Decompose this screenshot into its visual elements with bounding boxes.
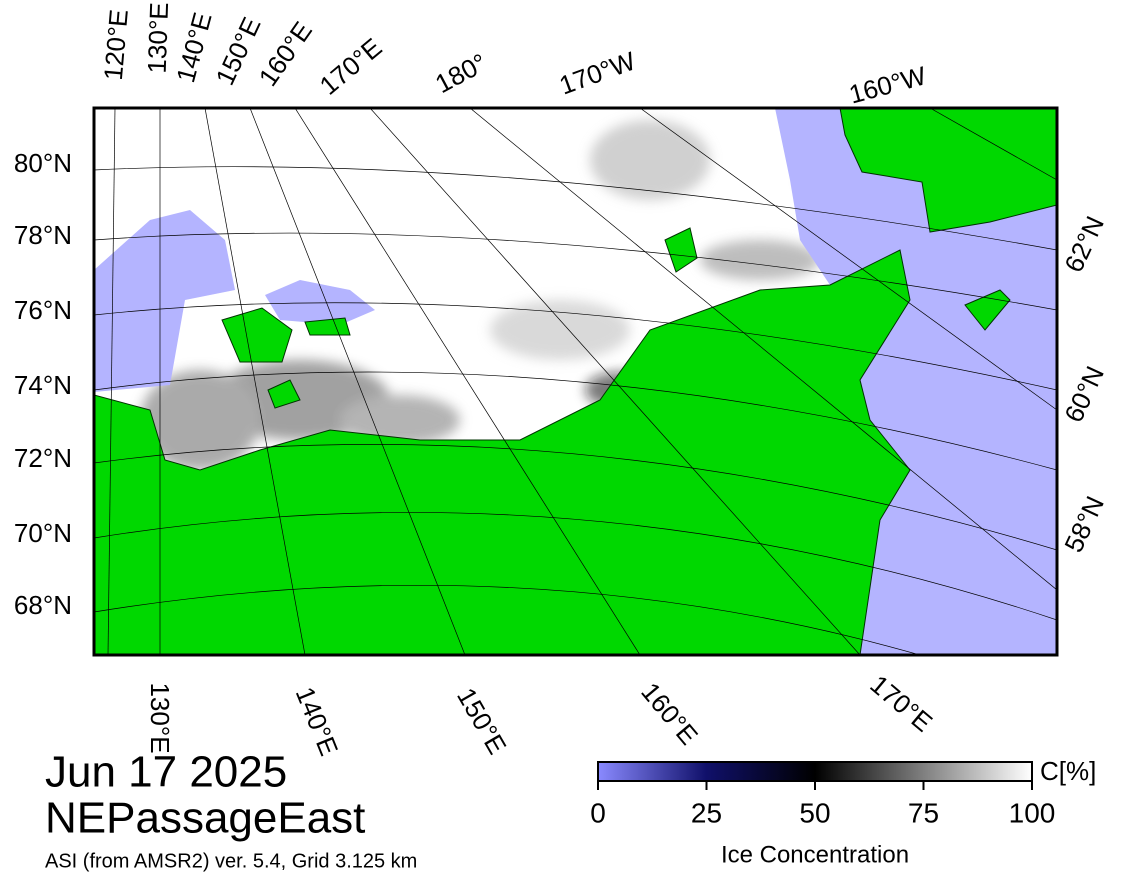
- left-label: 74°N: [14, 370, 72, 400]
- ocean-east: [775, 108, 1057, 655]
- top-label: 120°E: [98, 8, 134, 81]
- left-label: 80°N: [14, 148, 72, 178]
- colorbar-tick-label: 100: [1009, 797, 1056, 828]
- land-wrangel: [664, 227, 698, 273]
- top-label: 130°E: [142, 2, 174, 74]
- map: [94, 108, 1057, 655]
- left-label: 72°N: [14, 443, 72, 473]
- top-label: 170°E: [314, 32, 388, 101]
- top-label: 170°W: [555, 45, 639, 100]
- bottom-label: 130°E: [145, 682, 175, 753]
- left-label: 68°N: [14, 590, 72, 620]
- colorbar-label: Ice Concentration: [721, 841, 909, 868]
- source: ASI (from AMSR2) ver. 5.4, Grid 3.125 km: [45, 850, 417, 872]
- laptev-sea: [94, 210, 235, 392]
- bottom-label: 150°E: [451, 683, 513, 760]
- top-label: 160°W: [846, 60, 930, 109]
- colorbar-unit: C[%]: [1040, 756, 1096, 786]
- bottom-label: 140°E: [290, 683, 344, 760]
- land-island: [267, 379, 301, 409]
- land-island: [304, 317, 351, 336]
- graticule: [94, 108, 1057, 655]
- colorbar: [597, 761, 1033, 782]
- region: NEPassageEast: [45, 794, 365, 843]
- bottom-label: 170°E: [864, 669, 938, 738]
- top-label: 180°: [430, 47, 492, 99]
- land-siberia: [94, 249, 911, 655]
- right-label: 58°N: [1058, 491, 1110, 556]
- land-alaska: [839, 108, 1057, 233]
- map-frame: [92, 106, 1059, 657]
- left-label: 70°N: [14, 518, 72, 548]
- right-label: 60°N: [1058, 361, 1110, 426]
- colorbar-tick-label: 25: [691, 797, 722, 828]
- date: Jun 17 2025: [45, 748, 287, 797]
- colorbar-tick-label: 75: [908, 797, 939, 828]
- left-label: 78°N: [14, 220, 72, 250]
- left-label: 76°N: [14, 295, 72, 325]
- land-new-siberian: [221, 307, 293, 363]
- right-label: 62°N: [1058, 211, 1110, 276]
- bottom-label: 160°E: [635, 677, 704, 751]
- colorbar-tick-label: 0: [590, 797, 606, 828]
- colorbar-tick-label: 50: [799, 797, 830, 828]
